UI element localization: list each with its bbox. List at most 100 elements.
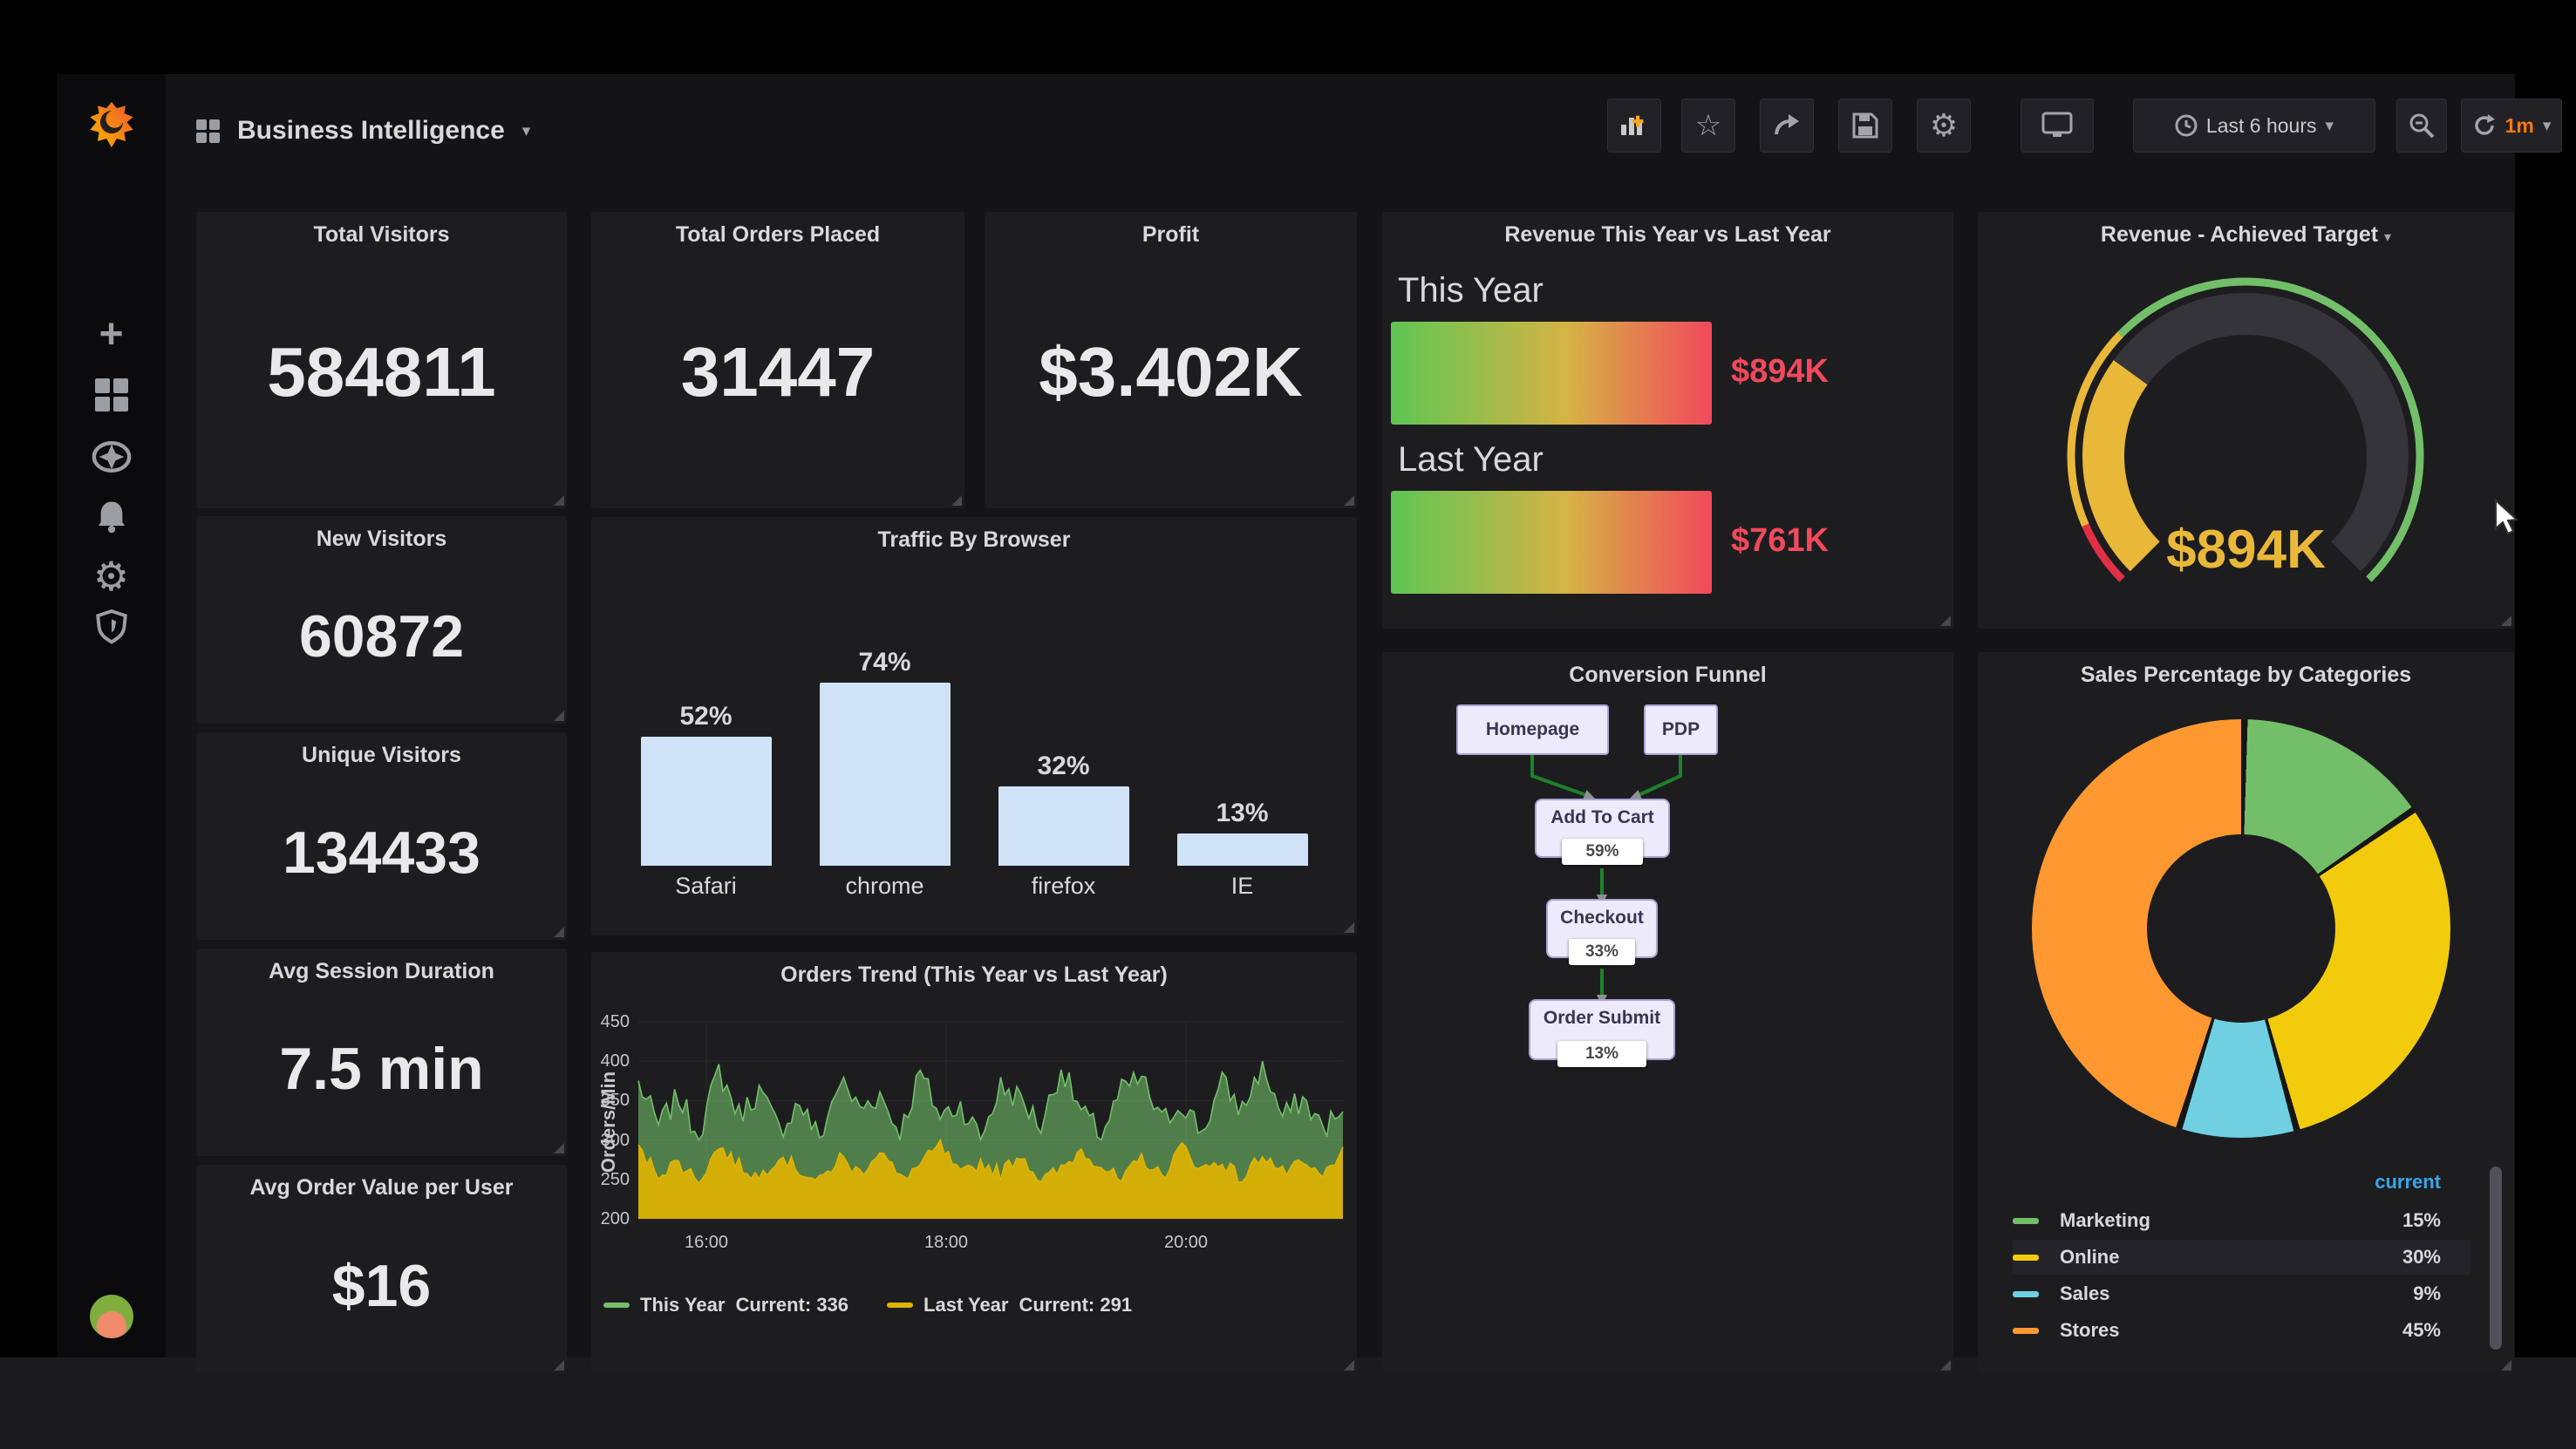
panel-resize-handle[interactable] xyxy=(1344,495,1354,506)
legend-label: Marketing xyxy=(2060,1209,2150,1231)
zoom-out-time-button[interactable] xyxy=(2396,99,2447,153)
panel-profit: Profit $3.402K xyxy=(985,212,1357,508)
panel-resize-handle[interactable] xyxy=(1940,1360,1951,1371)
time-range-picker[interactable]: Last 6 hours ▾ xyxy=(2133,99,2375,153)
legend-row-marketing[interactable]: Marketing 15% xyxy=(2013,1203,2470,1238)
stat-value: 7.5 min xyxy=(279,1036,484,1103)
panel-resize-handle[interactable] xyxy=(554,711,564,721)
dashboard-grid-icon xyxy=(196,119,220,143)
legend-row-stores[interactable]: Stores 45% xyxy=(2013,1313,2470,1348)
bar-Safari[interactable] xyxy=(640,737,772,866)
panel-avg-order-value: Avg Order Value per User $16 xyxy=(196,1165,567,1373)
dashboard-settings-button[interactable]: ⚙ xyxy=(1917,99,1971,153)
refresh-picker[interactable]: 1m ▾ xyxy=(2461,99,2562,153)
bar-IE[interactable] xyxy=(1176,833,1308,866)
funnel-node-homepage[interactable]: Homepage xyxy=(1456,704,1609,755)
panel-resize-handle[interactable] xyxy=(2501,616,2511,626)
panel-title[interactable]: Sales Percentage by Categories xyxy=(2080,663,2412,687)
sidebar-dashboards-button[interactable] xyxy=(57,371,166,419)
y-axis-tick: 450 xyxy=(600,1012,630,1031)
panel-resize-handle[interactable] xyxy=(1940,616,1951,626)
panel-title[interactable]: Revenue - Achieved Target ▾ xyxy=(1978,222,2514,248)
funnel-node-label: Checkout xyxy=(1560,908,1644,928)
revenue-row-label: Last Year xyxy=(1398,440,1544,479)
panel-resize-handle[interactable] xyxy=(2501,1360,2511,1371)
dashboards-grid-icon xyxy=(94,378,128,412)
panel-orders-trend: Orders Trend (This Year vs Last Year) 20… xyxy=(591,952,1357,1373)
legend-item-this-year[interactable]: This Year Current: 336 xyxy=(603,1294,848,1316)
legend-color-last-year xyxy=(887,1303,914,1308)
grafana-logo[interactable] xyxy=(57,94,166,155)
panel-resize-handle[interactable] xyxy=(554,495,564,506)
panel-title[interactable]: Unique Visitors xyxy=(302,743,461,767)
panel-title[interactable]: Total Visitors xyxy=(313,222,450,247)
bar-value-label: 13% xyxy=(1216,799,1269,827)
panel-resize-handle[interactable] xyxy=(1344,1360,1354,1371)
legend-color-this-year xyxy=(603,1303,630,1308)
revenue-bar-last-year[interactable] xyxy=(1391,491,1712,594)
cycle-view-mode-button[interactable] xyxy=(2021,99,2094,153)
panel-title[interactable]: Profit xyxy=(1141,222,1200,247)
bar-chrome[interactable] xyxy=(819,683,951,866)
add-panel-icon xyxy=(1621,115,1644,135)
revenue-value: $894K xyxy=(1731,353,1829,390)
bell-icon xyxy=(98,501,125,534)
stat-value: 31447 xyxy=(680,332,876,411)
funnel-node-label: Order Submit xyxy=(1543,1008,1661,1028)
legend-row-sales[interactable]: Sales 9% xyxy=(2013,1276,2470,1311)
revenue-bar-this-year[interactable] xyxy=(1391,322,1712,425)
sidebar-explore-button[interactable] xyxy=(57,432,166,481)
panel-conversion-funnel: Conversion Funnel Homepage PDP Add To Ca… xyxy=(1382,652,1953,1373)
sidebar-create-button[interactable]: + xyxy=(57,310,166,358)
orders-trend-chart[interactable]: 200 250 300 350 400 450 16:00 18:00 20:00 Orders/… xyxy=(591,952,1357,1373)
traffic-bar-chart[interactable]: 52% Safari 74% chrome 32% firefox 13% IE xyxy=(591,517,1357,935)
add-panel-button[interactable] xyxy=(1607,99,1661,153)
share-icon xyxy=(1775,114,1799,135)
mark-favorite-button[interactable]: ☆ xyxy=(1681,99,1735,153)
sidebar: + ⚙ xyxy=(57,74,166,1357)
gauge-svg xyxy=(2067,277,2424,635)
y-axis-tick: 400 xyxy=(600,1051,630,1071)
funnel-node-order-submit[interactable]: Order Submit 13% xyxy=(1529,999,1675,1067)
legend-header: current xyxy=(2375,1171,2441,1193)
legend-current: Current: 336 xyxy=(735,1294,849,1316)
panel-title[interactable]: Conversion Funnel xyxy=(1569,663,1767,687)
sidebar-configuration-button[interactable]: ⚙ xyxy=(57,552,166,601)
funnel-node-add-to-cart[interactable]: Add To Cart 59% xyxy=(1535,799,1670,865)
stat-value: $3.402K xyxy=(1039,332,1303,411)
user-avatar[interactable] xyxy=(57,1290,166,1343)
revenue-value: $761K xyxy=(1731,522,1829,559)
y-axis-tick: 200 xyxy=(600,1209,630,1228)
panel-resize-handle[interactable] xyxy=(951,495,962,506)
panel-unique-visitors: Unique Visitors 134433 xyxy=(196,732,567,940)
panel-resize-handle[interactable] xyxy=(1344,922,1354,933)
sidebar-admin-button[interactable] xyxy=(57,602,166,650)
legend-row-online[interactable]: Online 30% xyxy=(2013,1240,2470,1275)
panel-resize-handle[interactable] xyxy=(554,1360,564,1371)
legend-item-last-year[interactable]: Last Year Current: 291 xyxy=(887,1294,1132,1316)
shield-icon xyxy=(95,609,127,644)
panel-title[interactable]: Traffic By Browser xyxy=(877,527,1071,552)
sidebar-alerting-button[interactable] xyxy=(57,492,166,541)
dashboard-title-button[interactable]: Business Intelligence ▾ xyxy=(196,107,530,154)
bar-firefox[interactable] xyxy=(998,786,1129,866)
panel-title[interactable]: Revenue This Year vs Last Year xyxy=(1504,222,1831,247)
panel-title[interactable]: Total Orders Placed xyxy=(675,222,881,247)
panel-title[interactable]: Avg Order Value per User xyxy=(249,1175,514,1200)
funnel-node-percent: 33% xyxy=(1568,939,1636,965)
refresh-icon xyxy=(2474,114,2495,135)
chevron-down-icon: ▾ xyxy=(2542,116,2552,135)
share-dashboard-button[interactable] xyxy=(1760,99,1814,153)
panel-title[interactable]: Avg Session Duration xyxy=(269,959,494,983)
funnel-node-pdp[interactable]: PDP xyxy=(1644,704,1718,755)
panel-resize-handle[interactable] xyxy=(554,1143,564,1153)
panel-title[interactable]: Orders Trend (This Year vs Last Year) xyxy=(780,963,1168,987)
save-dashboard-button[interactable] xyxy=(1838,99,1892,153)
clock-icon xyxy=(2175,114,2198,137)
legend-scrollbar[interactable] xyxy=(2490,1167,2502,1350)
funnel-node-checkout[interactable]: Checkout 33% xyxy=(1546,899,1658,965)
panel-resize-handle[interactable] xyxy=(554,927,564,937)
revenue-gauge-chart[interactable] xyxy=(2045,255,2446,656)
panel-title[interactable]: New Visitors xyxy=(316,527,447,551)
stat-value: 60872 xyxy=(298,603,465,670)
